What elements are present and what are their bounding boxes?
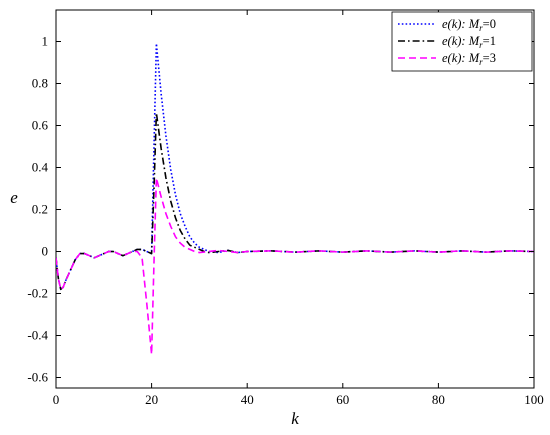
y-axis-title: e	[10, 188, 18, 207]
y-tick-label: -0.6	[27, 370, 48, 385]
x-tick-label: 20	[145, 392, 158, 407]
y-tick-label: -0.2	[27, 286, 48, 301]
y-tick-label: -0.4	[27, 328, 48, 343]
y-tick-label: 0.2	[32, 202, 48, 217]
legend-label-3: e(k): Mr=3	[442, 51, 496, 67]
y-tick-label: 0.6	[32, 118, 49, 133]
series-line-3	[56, 177, 534, 356]
y-tick-label: 1	[42, 34, 49, 49]
legend: e(k): Mr=0e(k): Mr=1e(k): Mr=3	[391, 11, 533, 72]
x-tick-label: 60	[336, 392, 349, 407]
y-tick-label: 0.4	[32, 160, 49, 175]
series-layer	[56, 42, 534, 356]
x-tick-label: 100	[524, 392, 544, 407]
plot-area	[55, 9, 535, 389]
x-tick-label: 80	[432, 392, 445, 407]
y-tick-label: 0.8	[32, 76, 48, 91]
x-tick-label: 0	[53, 392, 60, 407]
x-tick-label: 40	[241, 392, 254, 407]
legend-label-1: e(k): Mr=0	[442, 17, 496, 33]
axis-ticks: 0 20 40 60 80 100 -0.6 -0.4 -0.2 0 0.2 0.4 0.6 0.8 1	[27, 10, 544, 407]
legend-label-2: e(k): Mr=1	[442, 34, 496, 50]
x-axis-title: k	[291, 409, 299, 428]
series-line-2	[56, 112, 534, 291]
y-tick-label: 0	[42, 244, 49, 259]
series-line-1	[56, 42, 534, 291]
axes-box	[55, 9, 535, 389]
